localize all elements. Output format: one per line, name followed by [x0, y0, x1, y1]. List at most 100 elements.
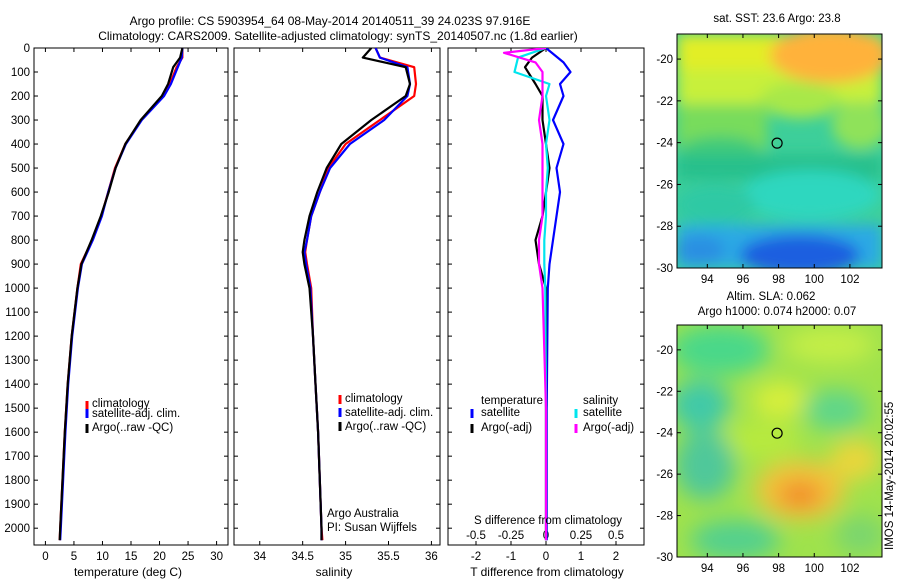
legend-label-s-argo: Argo(-adj) — [583, 422, 634, 434]
difference-y-ticks — [448, 47, 644, 529]
depth-tick-label: 1300 — [4, 355, 30, 367]
temperature-axes — [33, 47, 229, 546]
legend-label-t-argo: Argo(-adj) — [481, 422, 532, 434]
legend-label-satellite: satellite-adj. clim. — [92, 408, 180, 420]
temperature-x-axis: 0 5 10 15 20 25 30 — [42, 48, 223, 563]
depth-tick-label: 1000 — [4, 283, 30, 295]
depth-tick-label: 1600 — [4, 427, 30, 439]
x-tick-label: 25 — [182, 551, 195, 563]
x-tick-label: 5 — [71, 551, 77, 563]
legend-title-temperature: temperature — [481, 395, 543, 407]
depth-tick-label: 800 — [11, 235, 30, 247]
x-tick-label: 10 — [96, 551, 109, 563]
sla-heatmap — [677, 325, 882, 557]
series-line-s-satellite — [513, 48, 551, 541]
lon-tick-label: 94 — [701, 563, 714, 575]
pi-text: PI: Susan Wijffels — [327, 522, 417, 534]
temperature-panel: 0100200300400500600700800900100011001200… — [4, 43, 229, 579]
salinity-axes — [233, 47, 441, 546]
temperature-xlabel: temperature (deg C) — [74, 565, 182, 579]
x-tick-label: -1 — [506, 551, 516, 563]
x-tick-label: 34 — [253, 551, 266, 563]
depth-tick-label: 100 — [11, 67, 30, 79]
lat-tick-label: -28 — [656, 221, 673, 233]
float-position-marker — [771, 137, 783, 149]
depth-tick-label: 1100 — [5, 307, 30, 319]
sla-map-lat-axis: -20 -22 -24 -26 -28 -30 — [656, 345, 882, 564]
sla-map-frame — [676, 324, 883, 558]
lat-tick-label: -20 — [656, 345, 673, 357]
lon-tick-label: 94 — [701, 274, 714, 286]
x-tick-label: 2 — [613, 551, 619, 563]
sst-heatmap — [677, 34, 882, 268]
lon-tick-label: 98 — [772, 563, 785, 575]
depth-tick-label: 300 — [11, 115, 30, 127]
sla-map-subtitle: Argo h1000: 0.074 h2000: 0.07 — [698, 306, 857, 318]
salinity-xlabel: salinity — [316, 565, 353, 579]
lon-tick-label: 96 — [737, 274, 750, 286]
x-tick-label: 35.5 — [377, 551, 399, 563]
x-tick-label: 36 — [425, 551, 438, 563]
depth-tick-label: 400 — [11, 139, 30, 151]
title-line2: Climatology: CARS2009. Satellite-adjuste… — [98, 29, 578, 43]
difference-panel: -2 -1 0 1 2 -0.5 -0.25 0 0.25 0.5 temperature sa… — [447, 47, 645, 579]
sla-map-panel: Altim. SLA: 0.062 Argo h1000: 0.074 h200… — [656, 291, 883, 575]
salinity-panel: 34 34.5 35 35.5 36 climatology satellite-adj… — [233, 47, 441, 579]
salinity-legend: climatology satellite-adj. clim. Argo(..… — [338, 393, 433, 433]
x-tick-label: 30 — [210, 551, 223, 563]
x-tick-label: 0 — [42, 551, 48, 563]
lat-tick-label: -22 — [656, 386, 673, 398]
lon-tick-label: 102 — [840, 563, 859, 575]
depth-axis: 0 100 200 300 400 500 600 700 800 900 1000 1100 1200… — [4, 43, 228, 535]
s-diff-tick-label: 0.25 — [570, 530, 592, 542]
salinity-x-axis: 34 34.5 35 35.5 36 — [253, 48, 438, 563]
sst-map-frame — [676, 33, 883, 269]
depth-tick-label: 1400 — [4, 379, 30, 391]
legend-label-satellite: satellite-adj. clim. — [345, 407, 433, 419]
t-difference-label: T difference from climatology — [470, 565, 624, 579]
sla-map-title: Altim. SLA: 0.062 — [727, 291, 816, 303]
lon-tick-label: 96 — [737, 563, 750, 575]
s-diff-tick-label: -0.5 — [466, 530, 486, 542]
lat-tick-label: -30 — [656, 552, 673, 564]
legend-label-climatology: climatology — [92, 398, 150, 410]
lon-tick-label: 100 — [805, 563, 824, 575]
legend-label-t-satellite: satellite — [481, 407, 520, 419]
salinity-series — [301, 48, 418, 541]
legend-title-salinity: salinity — [583, 395, 618, 407]
x-tick-label: 1 — [578, 551, 584, 563]
lat-tick-label: -30 — [656, 263, 673, 275]
lat-tick-label: -26 — [656, 469, 673, 481]
legend-label-argo: Argo(..raw -QC) — [92, 422, 173, 434]
lon-tick-label: 98 — [772, 274, 785, 286]
depth-tick-label: 1900 — [4, 499, 30, 511]
depth-tick-label: 200 — [11, 91, 30, 103]
legend-label-s-satellite: satellite — [583, 407, 622, 419]
temperature-legend: climatology satellite-adj. clim. Argo(..… — [85, 398, 180, 434]
title-line1: Argo profile: CS 5903954_64 08-May-2014 … — [130, 14, 531, 28]
lat-tick-label: -24 — [656, 138, 673, 150]
series-line-t-argo-adj- — [523, 48, 551, 541]
lat-tick-label: -26 — [656, 179, 673, 191]
s-difference-label: S difference from climatology — [474, 515, 622, 527]
depth-tick-label: 1200 — [4, 331, 30, 343]
series-line-argo-raw-qc- — [301, 48, 412, 541]
difference-x-axis: -2 -1 0 1 2 — [471, 48, 619, 563]
series-line-argo-raw-qc- — [58, 48, 184, 541]
x-tick-label: 20 — [153, 551, 166, 563]
temperature-series — [58, 48, 184, 541]
argo-australia-text: Argo Australia — [327, 508, 399, 520]
series-line-s-argo-adj- — [502, 48, 548, 541]
lon-tick-label: 100 — [805, 274, 824, 286]
salinity-y-ticks — [234, 47, 440, 529]
depth-tick-label: 500 — [11, 163, 30, 175]
depth-tick-label: 2000 — [4, 523, 30, 535]
depth-tick-label: 700 — [11, 211, 30, 223]
lat-tick-label: -24 — [656, 428, 673, 440]
depth-tick-label: 900 — [11, 259, 30, 271]
depth-tick-label: 1500 — [4, 403, 30, 415]
float-position-marker — [771, 427, 783, 439]
sst-map-lon-axis: 94 96 98 100 102 — [701, 34, 860, 286]
legend-label-climatology: climatology — [345, 393, 403, 405]
